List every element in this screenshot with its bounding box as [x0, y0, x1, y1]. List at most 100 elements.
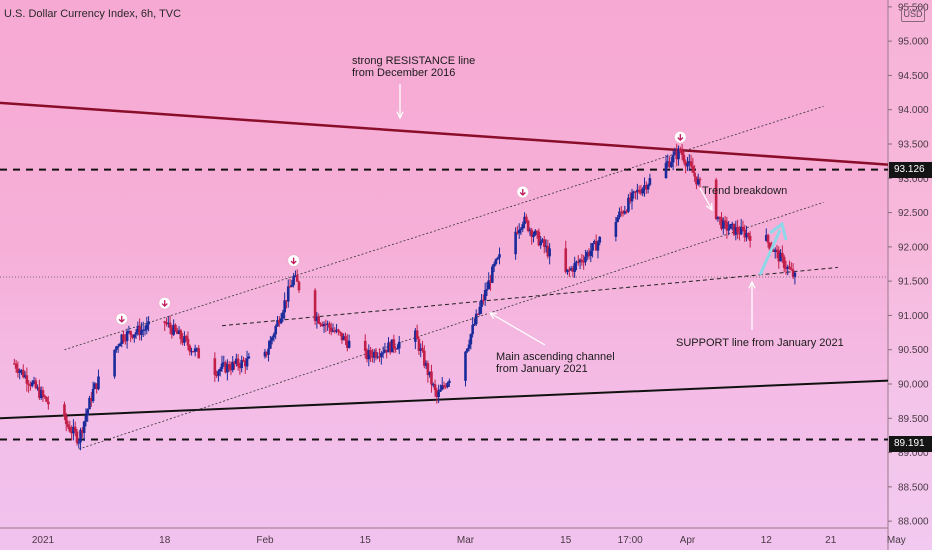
candle [64, 416, 68, 425]
candle [639, 192, 643, 194]
channel-lower-trend-line [78, 201, 824, 450]
y-tick-label: 90.000 [898, 380, 929, 391]
candle [385, 349, 389, 353]
candle [738, 232, 741, 235]
candle [491, 266, 494, 283]
candle [571, 268, 575, 272]
candle [326, 323, 329, 325]
candle [184, 336, 188, 339]
candle [68, 426, 72, 432]
candle [236, 358, 240, 366]
candle [72, 426, 75, 434]
candle [279, 318, 283, 324]
candle [643, 184, 646, 189]
candle [63, 404, 66, 417]
candle [791, 269, 795, 277]
candle [381, 352, 385, 354]
candle [222, 362, 226, 364]
candle [714, 179, 718, 220]
x-tick-label: 21 [825, 535, 837, 546]
candle [677, 148, 680, 160]
candle [483, 290, 487, 301]
candle [331, 330, 335, 332]
candle [423, 350, 426, 366]
candle [576, 261, 580, 263]
candle [290, 284, 294, 287]
candle [775, 249, 779, 251]
candle [84, 415, 88, 422]
candle [695, 176, 698, 185]
candle [34, 380, 38, 388]
candle [630, 192, 634, 202]
candle [231, 361, 235, 371]
channel-upper-trend-line [64, 105, 824, 351]
candle [632, 191, 636, 193]
candle [387, 342, 390, 353]
candle [698, 178, 702, 181]
candle [535, 230, 539, 233]
candle [784, 267, 788, 270]
candle [679, 148, 682, 152]
candle [324, 323, 328, 326]
candle [584, 256, 587, 263]
candle [720, 217, 723, 229]
candle [668, 161, 671, 167]
candle [245, 358, 249, 367]
candle [36, 387, 39, 389]
candle [129, 331, 132, 335]
candle [686, 163, 689, 167]
currency-label[interactable]: USD [901, 6, 925, 22]
candle [122, 334, 125, 341]
candle [637, 189, 641, 193]
candle [320, 324, 324, 327]
candle [233, 361, 236, 364]
resistance-label-line1: strong RESISTANCE line [352, 55, 476, 67]
candle [369, 350, 372, 356]
candle [696, 178, 700, 185]
candle [190, 351, 193, 353]
candle [383, 349, 387, 353]
candle [464, 351, 467, 381]
down-arrow-glyph [519, 189, 526, 196]
candle [25, 375, 29, 384]
candle [365, 350, 369, 360]
candle [721, 220, 725, 229]
candle [476, 313, 480, 315]
candle [118, 343, 122, 347]
candle [616, 217, 619, 223]
candle [29, 384, 32, 387]
candle [283, 300, 286, 313]
candle [431, 384, 435, 386]
candle [226, 364, 229, 373]
candle [773, 249, 777, 252]
candle [734, 226, 738, 235]
candle [193, 348, 197, 352]
candle [235, 358, 238, 364]
candle [166, 322, 170, 324]
candle [530, 229, 534, 237]
candle [537, 231, 541, 246]
y-tick-label: 88.000 [898, 517, 929, 528]
candle [628, 197, 632, 202]
candle [473, 323, 476, 326]
candle [90, 397, 93, 402]
candle [125, 331, 129, 341]
candle [38, 387, 41, 398]
candle [13, 363, 16, 365]
projection-arrow [758, 229, 782, 276]
candle [525, 216, 528, 221]
candle [165, 323, 168, 325]
candle [267, 348, 270, 355]
x-tick-label: Mar [457, 535, 475, 546]
channel-arrow-head [488, 312, 498, 320]
candle [585, 252, 589, 257]
candle [179, 330, 183, 340]
candle [564, 248, 568, 273]
candle [147, 321, 150, 325]
candle [277, 320, 281, 324]
candle [30, 382, 34, 387]
chart-title: U.S. Dollar Currency Index, 6h, TVC [4, 8, 182, 20]
candle [539, 241, 542, 246]
